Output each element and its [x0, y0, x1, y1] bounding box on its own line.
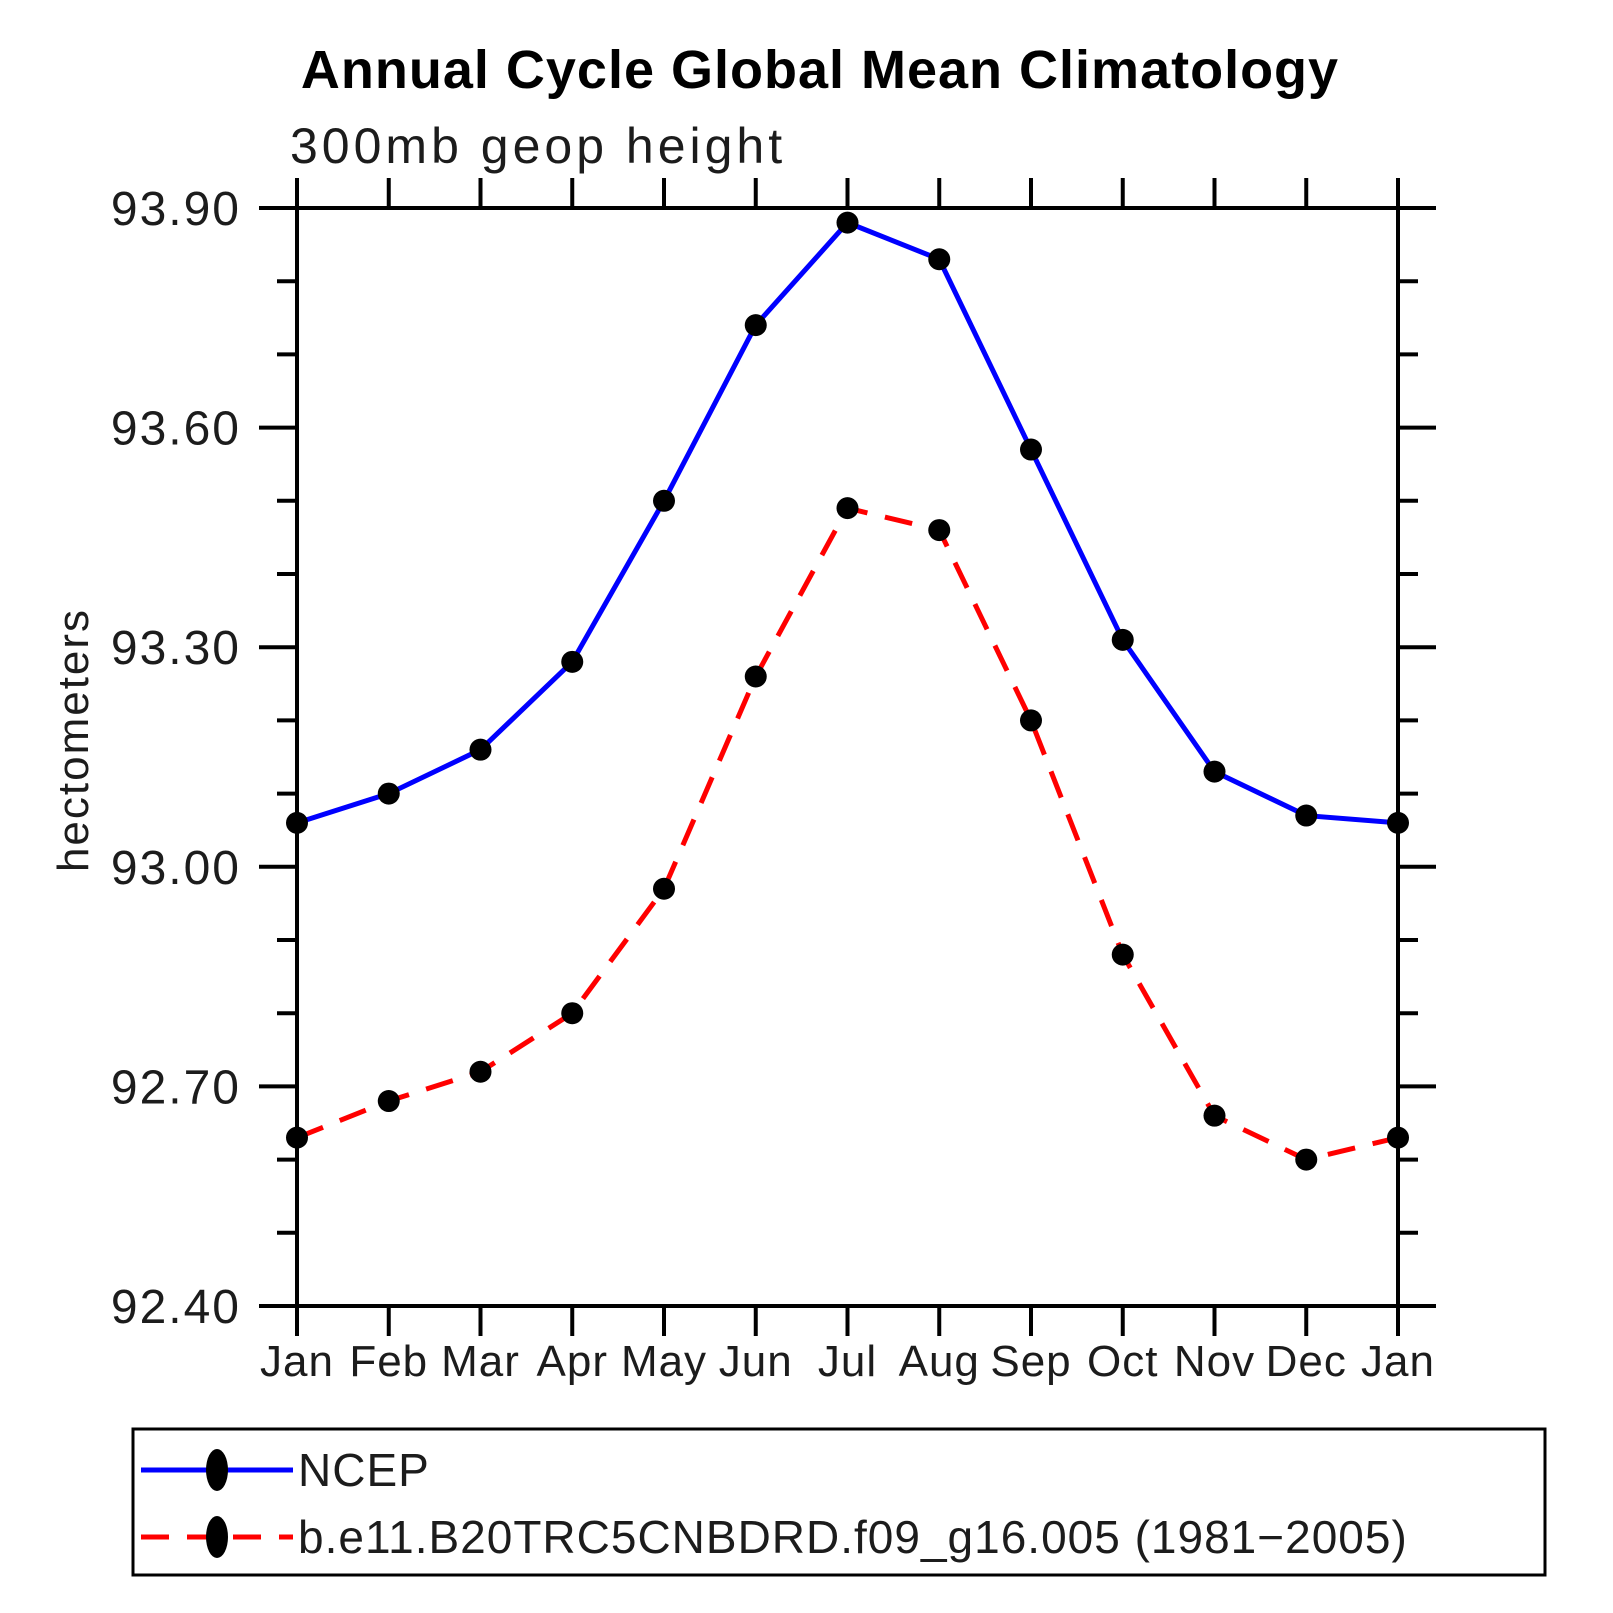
data-point-marker: [1111, 628, 1134, 651]
x-tick-label: Jun: [719, 1337, 793, 1386]
data-point-marker: [1295, 1148, 1318, 1171]
data-point-marker: [744, 665, 767, 688]
data-point-marker: [928, 248, 951, 271]
data-point-marker: [836, 211, 859, 234]
data-point-marker: [377, 782, 400, 805]
x-tick-label: Nov: [1174, 1337, 1255, 1386]
y-tick-label: 92.70: [111, 1061, 241, 1114]
data-point-marker: [1387, 811, 1409, 834]
data-point-marker: [1295, 804, 1318, 827]
legend-border: [131, 1427, 1547, 1577]
chart-title: Annual Cycle Global Mean Climatology: [301, 40, 1339, 100]
x-tick-label: Mar: [441, 1337, 520, 1386]
data-point-marker: [744, 314, 767, 337]
y-tick-label: 93.60: [111, 403, 241, 456]
x-tick-label: Dec: [1266, 1337, 1347, 1386]
legend-marker-0: [206, 1449, 228, 1491]
x-tick-label: Jul: [818, 1337, 877, 1386]
data-point-marker: [1387, 1126, 1409, 1149]
series-line-0: [296, 219, 1399, 826]
x-tick-label: Apr: [537, 1337, 608, 1386]
data-point-marker: [653, 489, 675, 512]
chart-subtitle: 300mb geop height: [290, 118, 786, 174]
data-point-marker: [561, 1002, 584, 1025]
x-tick-label: Jan: [1361, 1337, 1435, 1386]
x-tick-label: Aug: [899, 1337, 980, 1386]
legend-label-model: b.e11.B20TRC5CNBDRD.f09_g16.005 (1981−20…: [298, 1511, 1408, 1563]
data-point-marker: [836, 497, 859, 520]
x-tick-label: Jan: [260, 1337, 334, 1386]
plot-area: 92.40 92.70 93.00 93.30 93.60 93.90 Jan Feb Mar A…: [111, 178, 1436, 1386]
data-point-marker: [928, 519, 951, 542]
data-point-marker: [1203, 1104, 1226, 1127]
data-point-marker: [469, 738, 492, 761]
data-point-marker: [1203, 760, 1226, 783]
x-tick-label: Sep: [990, 1337, 1071, 1386]
y-tick-label: 93.90: [111, 183, 241, 236]
data-point-marker: [1111, 943, 1134, 966]
legend-marker-1: [206, 1516, 228, 1558]
series-line-1: [296, 505, 1399, 1163]
legend-box: NCEP b.e11.B20TRC5CNBDRD.f09_g16.005 (19…: [131, 1427, 1547, 1577]
data-point-marker: [1020, 709, 1042, 732]
data-point-marker: [561, 650, 584, 673]
x-tick-label: Feb: [349, 1337, 428, 1386]
y-axis-label: hectometers: [49, 608, 98, 872]
y-tick-label: 93.30: [111, 622, 241, 675]
y-tick-label: 93.00: [111, 842, 241, 895]
data-point-marker: [469, 1060, 492, 1083]
data-point-marker: [286, 1126, 308, 1149]
legend-swatches: [141, 1449, 293, 1558]
data-point-marker: [1020, 438, 1042, 461]
x-tick-label: May: [621, 1337, 707, 1386]
data-point-marker: [286, 811, 308, 834]
data-point-marker: [653, 877, 675, 900]
x-tick-label: Oct: [1087, 1337, 1158, 1386]
data-point-marker: [377, 1090, 400, 1113]
y-tick-label: 92.40: [111, 1281, 241, 1334]
legend-label-ncep: NCEP: [298, 1444, 430, 1496]
